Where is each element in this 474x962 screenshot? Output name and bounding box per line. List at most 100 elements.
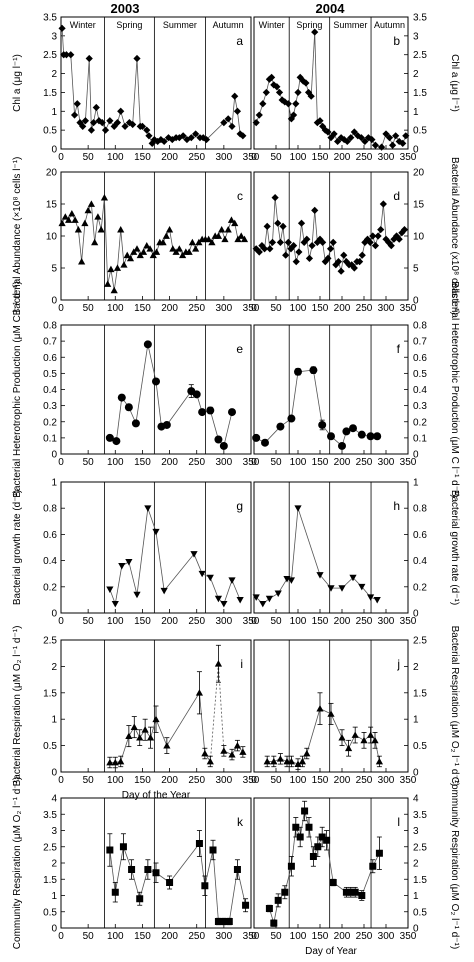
season-label: Winter [259,20,285,30]
series-segment [332,242,337,265]
data-point [292,823,300,831]
series-segment [277,223,281,243]
y-tick-label: 1.5 [43,875,57,886]
series-segment [223,411,233,447]
y-tick-label: 2 [413,662,419,673]
y-tick-label: 15 [46,200,58,211]
data-point [276,755,284,762]
data-point [136,895,144,903]
x-tick-label: 50 [270,152,282,163]
data-point [270,757,278,765]
data-point [81,219,89,227]
data-point [319,238,327,246]
data-point [360,736,368,744]
x-tick-label: 300 [378,303,395,314]
x-tick-label: 350 [400,152,417,163]
data-point [139,248,148,255]
y-tick-label: 2 [51,69,57,80]
data-point [133,245,141,252]
series-segment [314,210,318,243]
data-point [375,849,383,857]
data-point [104,280,112,287]
data-point [367,731,375,738]
series-segment [237,111,241,134]
y-tick-label: 0 [51,296,57,307]
y-tick-label: 0.5 [413,369,427,380]
plot-frame [60,481,252,614]
data-point [175,245,183,252]
data-point [220,600,228,608]
y-tick-label: 0.5 [413,741,427,752]
data-point [375,757,383,765]
series-segment [308,827,314,857]
series-segment [123,846,132,870]
year-header-2003: 2003 [111,1,140,16]
x-tick-label: 200 [161,931,178,942]
data-point [350,128,358,136]
data-point [382,130,390,138]
data-point [101,126,110,134]
chart-panel-h: 0 50 100 150 200 250 300 35000.20.40.60.81Bacte… [251,478,460,628]
panel-letter: e [236,342,243,356]
y-tick-label: 10 [413,232,425,243]
series-segment [166,692,200,746]
series-segment [311,210,316,246]
data-point [279,222,287,230]
series-segment [128,561,138,595]
data-point [202,135,211,144]
data-point [195,689,204,696]
y-axis-label: Bacterial Respiration (μM O₂ l⁻¹ d⁻¹) [12,626,23,787]
data-point [97,226,105,233]
y-tick-label: 15 [413,200,425,211]
data-point [98,119,106,127]
y-tick-label: 3 [413,826,419,837]
data-point [349,574,357,582]
data-point [131,419,140,428]
x-tick-label: 100 [107,616,124,627]
y-tick-label: 0.4 [43,385,57,396]
x-tick-label: 300 [216,303,233,314]
series-segment [209,663,219,762]
data-point [287,862,295,870]
series-segment [114,565,123,604]
data-point [179,132,187,140]
x-tick-label: 0 [251,931,257,942]
data-point [112,437,121,446]
data-point [296,833,304,841]
data-point [252,594,260,601]
data-point [326,245,335,253]
series-segment [132,58,138,125]
data-point [342,258,350,266]
x-tick-label: 350 [400,931,417,942]
series-segment [209,577,219,599]
data-point [324,128,332,136]
series-segment [110,269,115,291]
data-point [74,226,82,233]
x-tick-label: 300 [378,457,395,468]
data-point [358,892,366,899]
x-tick-label: 100 [107,931,124,942]
data-point [106,117,114,125]
y-tick-label: 1 [413,107,419,118]
x-tick-label: 250 [356,303,373,314]
x-tick-label: 100 [290,303,307,314]
data-point [219,441,228,450]
season-label: Summer [163,20,197,30]
data-point [237,232,245,239]
x-tick-label: 200 [334,775,351,786]
data-point [294,88,302,97]
data-point [166,879,174,886]
data-point [128,866,136,873]
x-axis-label: Day of the Year [122,790,191,801]
x-tick-label: 200 [161,303,178,314]
series-segment [135,344,149,424]
x-tick-label: 0 [58,457,64,468]
data-point [79,122,87,130]
data-point [169,245,177,252]
season-label: Spring [116,20,142,30]
data-point [273,83,281,91]
data-point [347,134,355,142]
data-point [292,100,300,108]
data-point [208,238,216,246]
